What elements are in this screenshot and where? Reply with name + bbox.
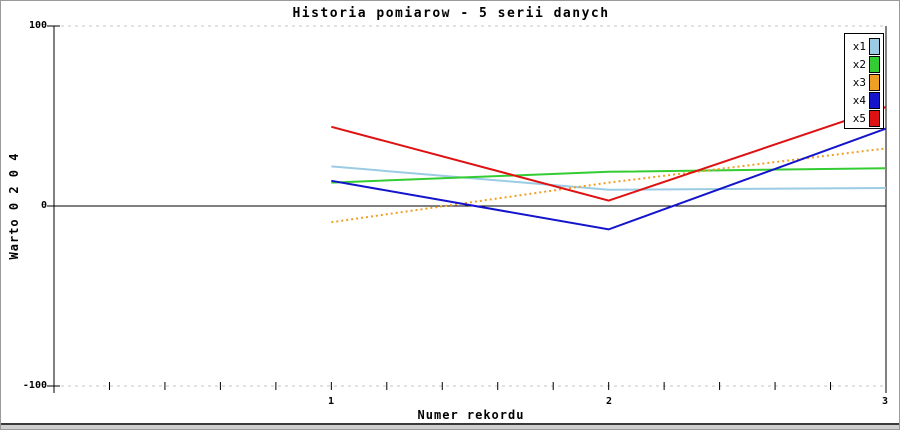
legend-entry-x2: x2 [845, 55, 883, 73]
y-tick-label-100: 100 [28, 20, 47, 31]
window-bottom-edge [1, 423, 899, 429]
legend-label-x4: x4 [852, 93, 866, 107]
legend-swatch-x3 [869, 73, 880, 91]
x-axis-label: Numer rekordu [417, 408, 525, 422]
legend-entry-x4: x4 [845, 91, 883, 109]
y-tick-label-minus100: -100 [22, 380, 47, 391]
x-tick-label-2: 2 [605, 396, 613, 407]
series-line-x3 [331, 147, 887, 224]
legend-label-x2: x2 [852, 57, 866, 71]
legend-swatch-x5 [869, 109, 880, 127]
legend: x1 x2 x3 x4 x5 [844, 33, 884, 129]
legend-label-x3: x3 [852, 75, 866, 89]
x-tick-label-1: 1 [327, 396, 335, 407]
legend-label-x1: x1 [852, 39, 866, 53]
legend-entry-x5: x5 [845, 109, 883, 127]
legend-swatch-x2 [869, 55, 880, 73]
legend-entry-x3: x3 [845, 73, 883, 91]
chart-title: Historia pomiarow - 5 serii danych [292, 6, 610, 21]
series-line-x4 [331, 127, 887, 231]
legend-entry-x1: x1 [845, 37, 883, 55]
legend-label-x5: x5 [852, 111, 866, 125]
series-line-x5 [331, 106, 887, 202]
x-tick-label-3: 3 [881, 396, 889, 407]
series-line-x2 [331, 167, 887, 184]
legend-swatch-x1 [869, 37, 880, 55]
legend-swatch-x4 [869, 91, 880, 109]
series-line-x1 [331, 165, 887, 191]
y-tick-label-0: 0 [40, 200, 47, 211]
